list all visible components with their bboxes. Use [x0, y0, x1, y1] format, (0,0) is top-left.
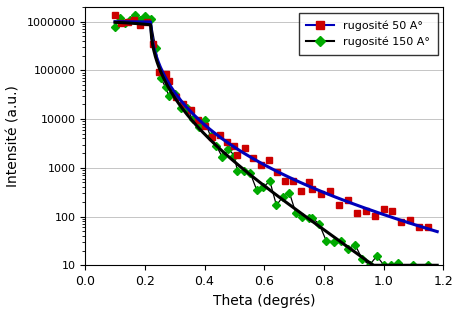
- Legend: rugosité 50 A°, rugosité 150 A°: rugosité 50 A°, rugosité 150 A°: [298, 13, 437, 54]
- X-axis label: Theta (degrés): Theta (degrés): [213, 294, 315, 308]
- Y-axis label: Intensité (a.u.): Intensité (a.u.): [7, 85, 21, 187]
